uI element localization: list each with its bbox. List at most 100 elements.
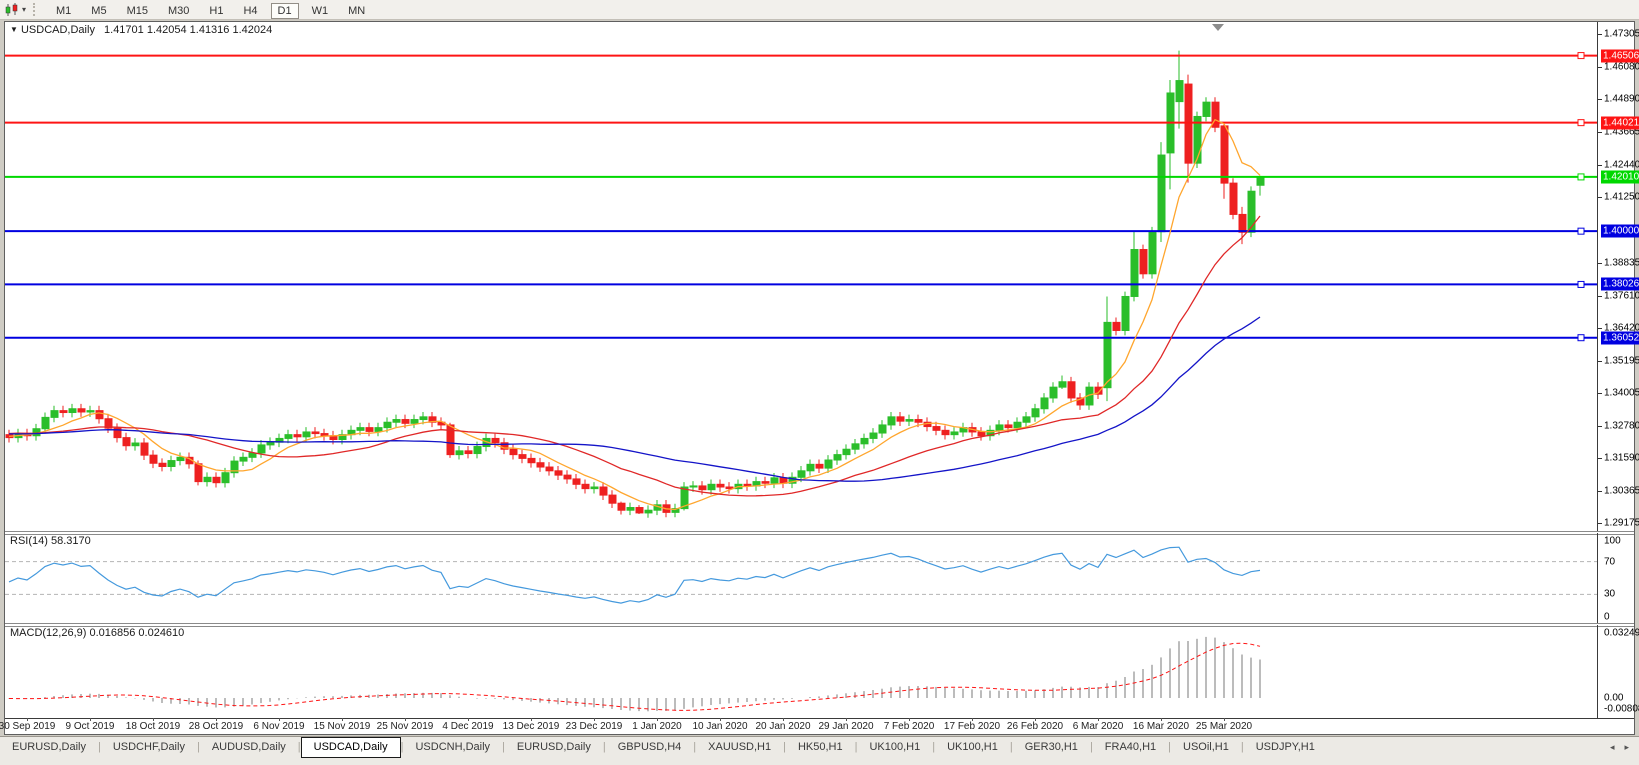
time-axis-tick-mark	[1161, 718, 1162, 721]
price-axis-tick-mark	[1598, 262, 1602, 264]
timeframe-button-mn[interactable]: MN	[348, 4, 366, 17]
time-axis[interactable]: 30 Sep 2019 9 Oct 2019 18 Oct 2019 28 Oct 2…	[0, 718, 1634, 735]
price-axis-tick-mark	[1598, 132, 1602, 134]
chart-tab-uk100-h1[interactable]: UK100,H1	[947, 741, 998, 753]
time-axis-label: 18 Oct 2019	[125, 721, 181, 732]
time-axis-label: 25 Mar 2020	[1195, 721, 1253, 732]
time-axis-label: 26 Feb 2020	[1006, 721, 1064, 732]
rsi-indicator-label: RSI(14) 58.3170	[10, 535, 91, 547]
chart-tab-gbpusd-h4[interactable]: GBPUSD,H4	[617, 741, 682, 753]
chart-tab-ger30-h1[interactable]: GER30,H1	[1024, 741, 1078, 753]
hline-price-label[interactable]: 1.36052	[1601, 331, 1639, 345]
candle	[1031, 403, 1040, 422]
tab-scroll-right[interactable]: ▸	[1624, 742, 1629, 752]
candle	[941, 425, 950, 440]
toolbar-grip[interactable]	[33, 3, 38, 16]
candle	[815, 459, 824, 473]
candle	[932, 421, 941, 436]
hline-price-label[interactable]: 1.46506	[1601, 49, 1639, 63]
price-axis-tick: 1.47305	[1604, 28, 1639, 40]
pane-separator[interactable]	[5, 531, 1634, 535]
candle	[176, 452, 185, 466]
price-axis-tick: 1.43665	[1604, 126, 1639, 138]
chart-tab-uk100-h1[interactable]: UK100,H1	[869, 741, 921, 753]
ma-slow-line	[9, 316, 1261, 482]
tab-separator: |	[1009, 741, 1013, 753]
price-axis-tick: 1.31590	[1604, 452, 1639, 464]
candle	[833, 449, 842, 465]
chart-tab-eurusd-daily[interactable]: EURUSD,Daily	[12, 741, 86, 753]
candle	[230, 456, 239, 478]
candle	[239, 452, 248, 466]
chart-tab-audusd-daily[interactable]: AUDUSD,Daily	[211, 741, 286, 753]
candle	[644, 505, 653, 518]
candle	[293, 429, 302, 442]
timeframe-button-m5[interactable]: M5	[91, 4, 107, 17]
candle	[122, 432, 131, 451]
hline-price-label[interactable]: 1.44021	[1601, 116, 1639, 130]
chart-shift-marker[interactable]	[1212, 24, 1224, 31]
chart-type-icon[interactable]: ▾	[4, 2, 26, 17]
chart-tab-usdjpy-h1[interactable]: USDJPY,H1	[1255, 741, 1315, 753]
price-axis-tick: 1.34005	[1604, 387, 1639, 399]
timeframe-button-m30[interactable]: M30	[167, 4, 190, 17]
timeframe-button-w1[interactable]: W1	[311, 4, 329, 17]
macd-chart-canvas[interactable]: MACD(12,26,9) 0.016856 0.024610	[5, 625, 1598, 718]
price-axis-tick-mark	[1598, 67, 1602, 69]
time-axis-label: 25 Nov 2019	[376, 721, 434, 732]
price-axis[interactable]: 1.47305 1.46080 1.44890 1.43665 1.42440 1.412…	[1598, 22, 1639, 718]
hline-handle[interactable]	[1577, 52, 1585, 60]
hline-handle[interactable]	[1577, 173, 1585, 181]
candle	[1148, 226, 1157, 279]
hline-handle[interactable]	[1577, 334, 1585, 342]
hline-price-label[interactable]: 1.42010	[1601, 170, 1639, 184]
hline-price-label[interactable]: 1.40000	[1601, 224, 1639, 238]
timeframe-button-m15[interactable]: M15	[126, 4, 148, 17]
time-axis-tick-mark	[972, 718, 973, 721]
hline-price-label[interactable]: 1.38026	[1601, 277, 1639, 291]
ma-fast-line	[8, 118, 1261, 511]
candle	[374, 422, 383, 437]
tab-separator: |	[400, 741, 404, 753]
time-axis-tick-mark	[531, 718, 532, 721]
time-axis-label: 7 Feb 2020	[883, 721, 935, 732]
macd-axis-label: -0.008086	[1604, 703, 1639, 715]
price-axis-tick: 1.36420	[1604, 322, 1639, 334]
tab-scroll-left[interactable]: ◂	[1609, 742, 1615, 752]
price-axis-tick-mark	[1598, 491, 1602, 493]
chart-title-ohlc: 1.41701 1.42054 1.41316 1.42024	[104, 24, 273, 36]
price-axis-tick: 1.35195	[1604, 355, 1639, 367]
hline-handle[interactable]	[1577, 280, 1585, 288]
candle	[1175, 50, 1184, 129]
tab-separator: |	[854, 741, 858, 753]
chart-tab-usoil-h1[interactable]: USOil,H1	[1183, 741, 1229, 753]
chart-tab-usdchf-daily[interactable]: USDCHF,Daily	[112, 741, 185, 753]
chart-tab-usdcnh-daily[interactable]: USDCNH,Daily	[415, 741, 491, 753]
rsi-chart-canvas[interactable]: RSI(14) 58.3170	[5, 533, 1598, 623]
tab-separator: |	[297, 741, 301, 753]
macd-plot	[8, 636, 1261, 712]
chart-title: ▼ USDCAD,Daily 1.41701 1.42054 1.41316 1…	[10, 24, 272, 36]
candle	[491, 433, 500, 448]
candle	[1076, 393, 1085, 410]
time-axis-label: 1 Jan 2020	[632, 721, 682, 732]
chart-tab-hk50-h1[interactable]: HK50,H1	[797, 741, 843, 753]
time-axis-tick-mark	[216, 718, 217, 721]
timeframe-button-m1[interactable]: M1	[56, 4, 72, 17]
hline-handle[interactable]	[1577, 119, 1585, 127]
hline-handle[interactable]	[1577, 227, 1585, 235]
chart-tab-fra40-h1[interactable]: FRA40,H1	[1104, 741, 1157, 753]
price-axis-tick-mark	[1598, 295, 1602, 297]
chart-tab-usdcad-daily[interactable]: USDCAD,Daily	[300, 737, 401, 758]
timeframe-button-d1[interactable]: D1	[270, 2, 299, 19]
chart-tab-bar: EURUSD,Daily | USDCHF,Daily | AUDUSD,Daily | U…	[0, 736, 1639, 765]
candle	[1238, 206, 1247, 245]
timeframe-button-h1[interactable]: H1	[209, 4, 224, 17]
price-chart-canvas[interactable]: ▼ USDCAD,Daily 1.41701 1.42054 1.41316 1…	[5, 22, 1598, 531]
chart-tab-xauusd-h1[interactable]: XAUUSD,H1	[708, 741, 772, 753]
time-axis-label: 16 Mar 2020	[1132, 721, 1190, 732]
candle	[437, 417, 446, 430]
timeframe-button-h4[interactable]: H4	[243, 4, 258, 17]
chart-tab-eurusd-daily[interactable]: EURUSD,Daily	[516, 741, 591, 753]
pane-separator[interactable]	[5, 623, 1634, 627]
